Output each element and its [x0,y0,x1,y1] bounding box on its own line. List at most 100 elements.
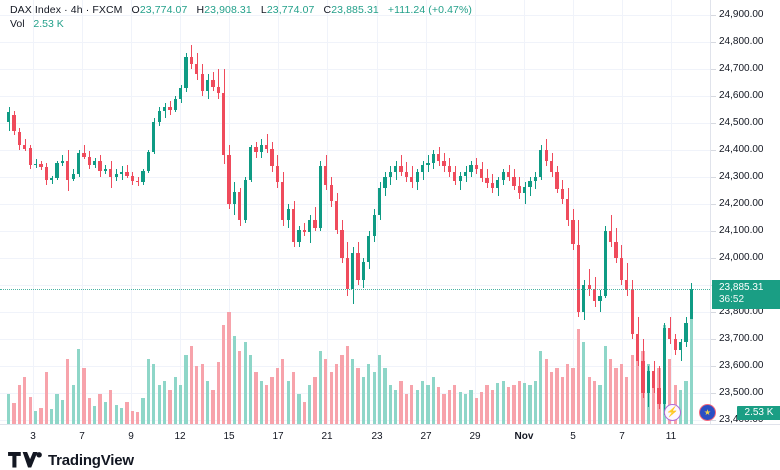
candle-body [205,79,210,92]
candle-body [211,79,215,87]
time-axis-label: 11 [665,431,677,442]
candle-body [168,106,172,111]
tradingview-logo[interactable]: TradingView [8,452,134,468]
price-tick-dash [711,96,716,97]
candle-body [275,166,280,182]
grid-line-horizontal [0,366,710,367]
candle-body [184,56,188,89]
candle-body [23,144,27,149]
volume-bar [372,372,376,424]
candle-wick [600,290,601,312]
price-axis-label: 23,700.00 [719,333,764,344]
candle-body [533,177,538,182]
time-axis-label: 15 [223,431,235,442]
volume-bar [157,385,161,424]
candle-body [179,88,183,99]
price-axis-label: 23,800.00 [719,306,764,317]
volume-bar [173,376,177,424]
volume-bar [517,380,521,424]
volume-bar [7,393,11,424]
candle-body [453,172,457,182]
grid-line-horizontal [0,231,710,232]
candle-body [539,150,543,177]
candle-body [66,160,70,180]
candle-wick [627,263,628,296]
volume-bar [356,368,360,424]
volume-bar [23,376,27,424]
volume-bar [334,363,339,424]
volume-bar [566,363,570,424]
volume-bar [93,405,97,424]
candle-body [146,152,151,172]
candle-wick [218,69,219,99]
candle-body [646,371,650,393]
volume-bar [66,359,70,424]
chart-plot-area[interactable] [0,0,710,424]
candle-body [76,152,81,174]
candle-body [297,229,301,242]
volume-bar [238,350,242,424]
volume-bar [259,380,263,424]
price-axis-label: 24,200.00 [719,198,764,209]
candle-body [689,288,693,319]
grid-line-vertical [229,0,230,424]
candle-body [157,110,161,122]
candle-body [71,173,75,180]
candle-body [109,168,113,177]
time-axis-label: 3 [30,431,36,442]
candle-body [415,171,419,182]
volume-bar [582,342,586,424]
volume-bar [533,380,538,424]
candle-body [668,328,672,339]
grid-line-vertical [671,0,672,424]
candle-body [576,244,581,312]
volume-bar [544,359,548,424]
candle-body [496,180,500,188]
lightning-bolt-icon[interactable]: ⚡ [664,404,681,421]
candle-body [517,185,521,194]
candle-body [463,171,468,176]
volume-bar [614,368,618,424]
volume-bar [200,363,204,424]
candle-body [243,179,247,221]
candle-body [635,333,640,361]
current-price-line [0,289,710,290]
volume-bar [152,363,156,424]
volume-bar [211,389,215,424]
price-tick-dash [711,366,716,367]
candle-body [334,201,339,230]
candle-body [490,182,495,188]
volume-bar [114,404,118,424]
eu-flag-icon[interactable]: ★ [699,404,716,421]
candle-body [173,98,177,111]
candle-wick [84,144,85,160]
candle-body [420,164,425,172]
grid-line-vertical [33,0,34,424]
volume-badge: 2.53 K [737,406,780,420]
volume-bar [243,342,247,424]
candle-wick [36,159,37,168]
volume-bar [76,348,81,424]
tradingview-mark-icon [8,452,42,468]
volume-bar [82,368,86,424]
candle-body [560,189,564,199]
volume-bar [286,380,290,424]
volume-bar [431,376,435,424]
candle-body [17,132,22,145]
grid-line-horizontal [0,393,710,394]
candle-body [603,231,607,296]
candle-body [44,166,48,180]
candle-body [238,191,242,221]
candle-wick [315,206,316,231]
candle-body [130,175,134,182]
candle-body [98,161,102,172]
price-axis[interactable]: 23,885.31 36:52 2.53 K 24,900.00 24,800.0… [710,0,780,425]
grid-line-horizontal [0,177,710,178]
volume-bar [619,363,624,424]
candle-body [254,147,258,153]
candle-body [388,172,392,177]
candle-body [662,328,667,404]
time-axis[interactable]: 3 7 9 12 15 17 21 23 27 29 Nov 5 7 11 [0,424,780,448]
grid-line-vertical [180,0,181,424]
